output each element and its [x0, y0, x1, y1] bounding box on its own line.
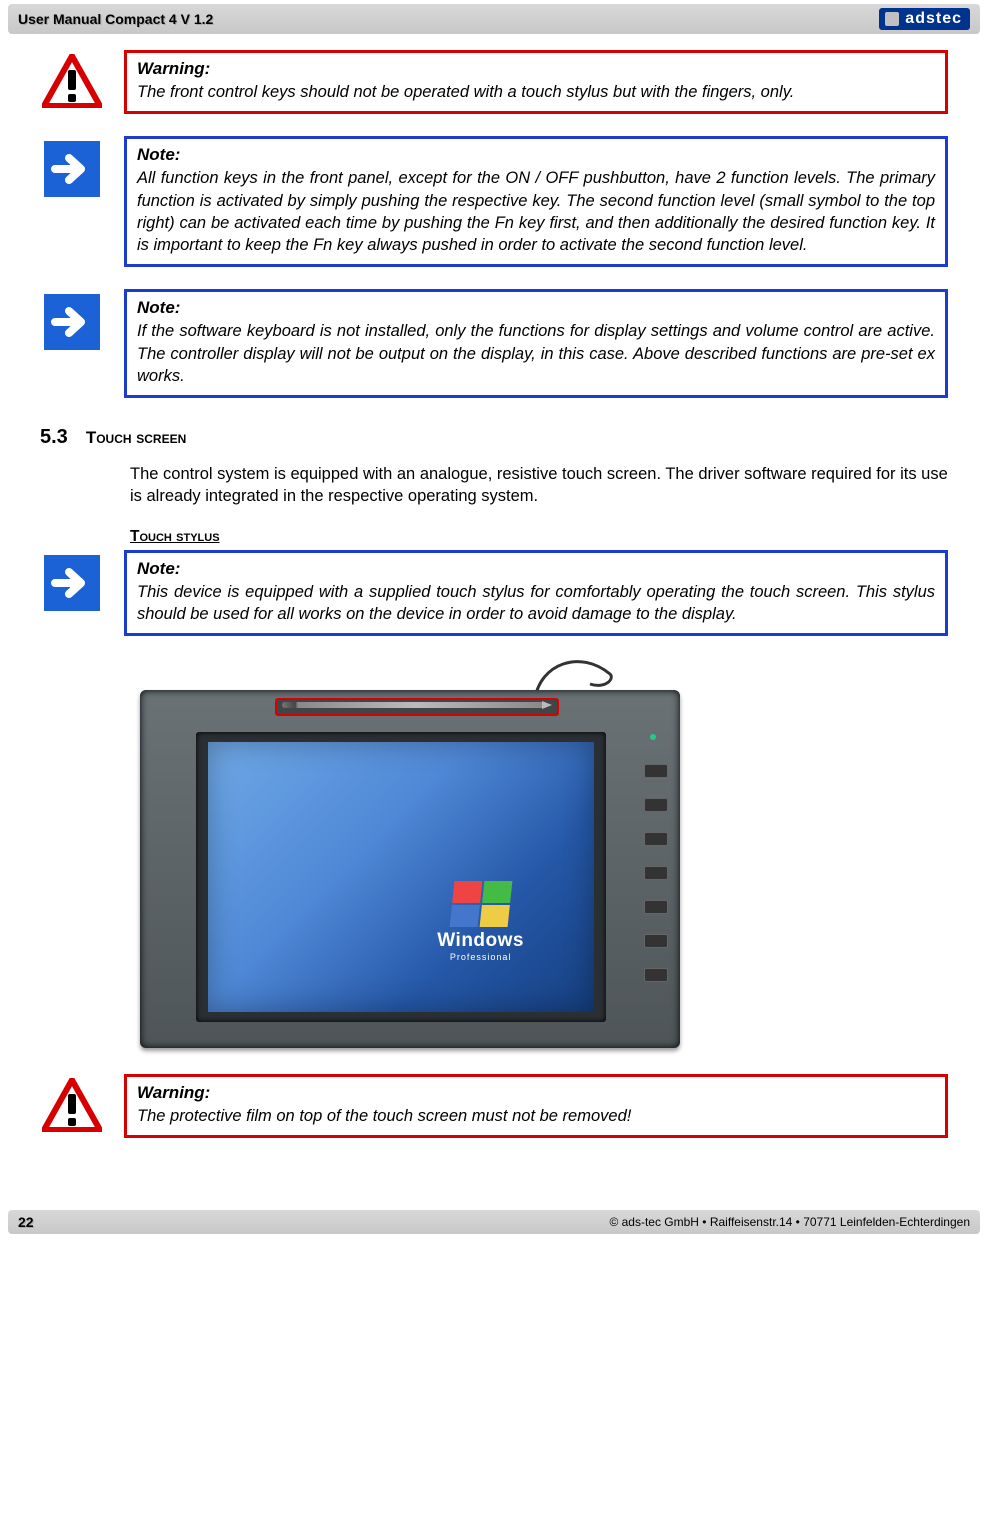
brand-logo: adstec: [879, 8, 970, 30]
arrow-square-icon: [40, 289, 104, 351]
device-screen: Windows Professional: [208, 742, 594, 1012]
note-callout: Note: All function keys in the front pan…: [40, 136, 948, 267]
footer-bar: 22 © ads-tec GmbH • Raiffeisenstr.14 • 7…: [8, 1210, 980, 1234]
hardware-button-icon: [644, 798, 668, 812]
callout-body: The front control keys should not be ope…: [137, 81, 935, 103]
callout-body: This device is equipped with a supplied …: [137, 581, 935, 626]
flag-quadrant: [479, 905, 509, 927]
hardware-button-icon: [644, 934, 668, 948]
warning-box: Warning: The protective film on top of t…: [124, 1074, 948, 1138]
warning-callout: Warning: The protective film on top of t…: [40, 1074, 948, 1138]
stylus-icon: [282, 702, 547, 708]
arrow-square-icon: [40, 136, 104, 198]
os-logo: Windows Professional: [437, 881, 524, 962]
callout-title: Note:: [137, 145, 935, 165]
callout-title: Note:: [137, 298, 935, 318]
header-bar: User Manual Compact 4 V 1.2 adstec: [8, 4, 980, 34]
logo-mark-icon: [885, 12, 899, 26]
page-number: 22: [18, 1214, 34, 1230]
hardware-button-icon: [644, 866, 668, 880]
section-heading: 5.3 Touch screen: [40, 426, 948, 449]
callout-body: The protective film on top of the touch …: [137, 1105, 935, 1127]
device-illustration: Windows Professional: [140, 644, 948, 1054]
tablet-device: Windows Professional: [140, 644, 680, 1054]
flag-quadrant: [482, 881, 512, 903]
warning-callout: Warning: The front control keys should n…: [40, 50, 948, 114]
note-box: Note: If the software keyboard is not in…: [124, 289, 948, 398]
hardware-button-icon: [644, 832, 668, 846]
section-title: Touch screen: [86, 428, 186, 448]
warning-triangle-icon: [40, 50, 104, 108]
os-logo-text: Windows: [437, 930, 524, 952]
arrow-square-icon: [40, 550, 104, 612]
callout-title: Warning:: [137, 59, 935, 79]
section-body: The control system is equipped with an a…: [130, 463, 948, 508]
hardware-button-icon: [644, 764, 668, 778]
section-number: 5.3: [40, 426, 68, 449]
note-callout: Note: If the software keyboard is not in…: [40, 289, 948, 398]
sub-heading: Touch stylus: [130, 528, 948, 546]
os-logo-sub: Professional: [437, 952, 524, 962]
callout-title: Note:: [137, 559, 935, 579]
page-content: Warning: The front control keys should n…: [0, 44, 988, 1180]
callout-body: All function keys in the front panel, ex…: [137, 167, 935, 256]
copyright-text: © ads-tec GmbH • Raiffeisenstr.14 • 7077…: [609, 1215, 970, 1229]
flag-quadrant: [452, 881, 482, 903]
hardware-button-icon: [644, 900, 668, 914]
windows-flag-icon: [449, 881, 512, 927]
manual-title: User Manual Compact 4 V 1.2: [18, 11, 213, 27]
side-button-group: [644, 764, 668, 982]
flag-quadrant: [449, 905, 479, 927]
note-box: Note: All function keys in the front pan…: [124, 136, 948, 267]
warning-triangle-icon: [40, 1074, 104, 1132]
callout-body: If the software keyboard is not installe…: [137, 320, 935, 387]
note-callout: Note: This device is equipped with a sup…: [40, 550, 948, 637]
note-box: Note: This device is equipped with a sup…: [124, 550, 948, 637]
callout-title: Warning:: [137, 1083, 935, 1103]
warning-box: Warning: The front control keys should n…: [124, 50, 948, 114]
stylus-tip-icon: [542, 701, 552, 709]
logo-text: adstec: [905, 10, 962, 28]
hardware-button-icon: [644, 968, 668, 982]
